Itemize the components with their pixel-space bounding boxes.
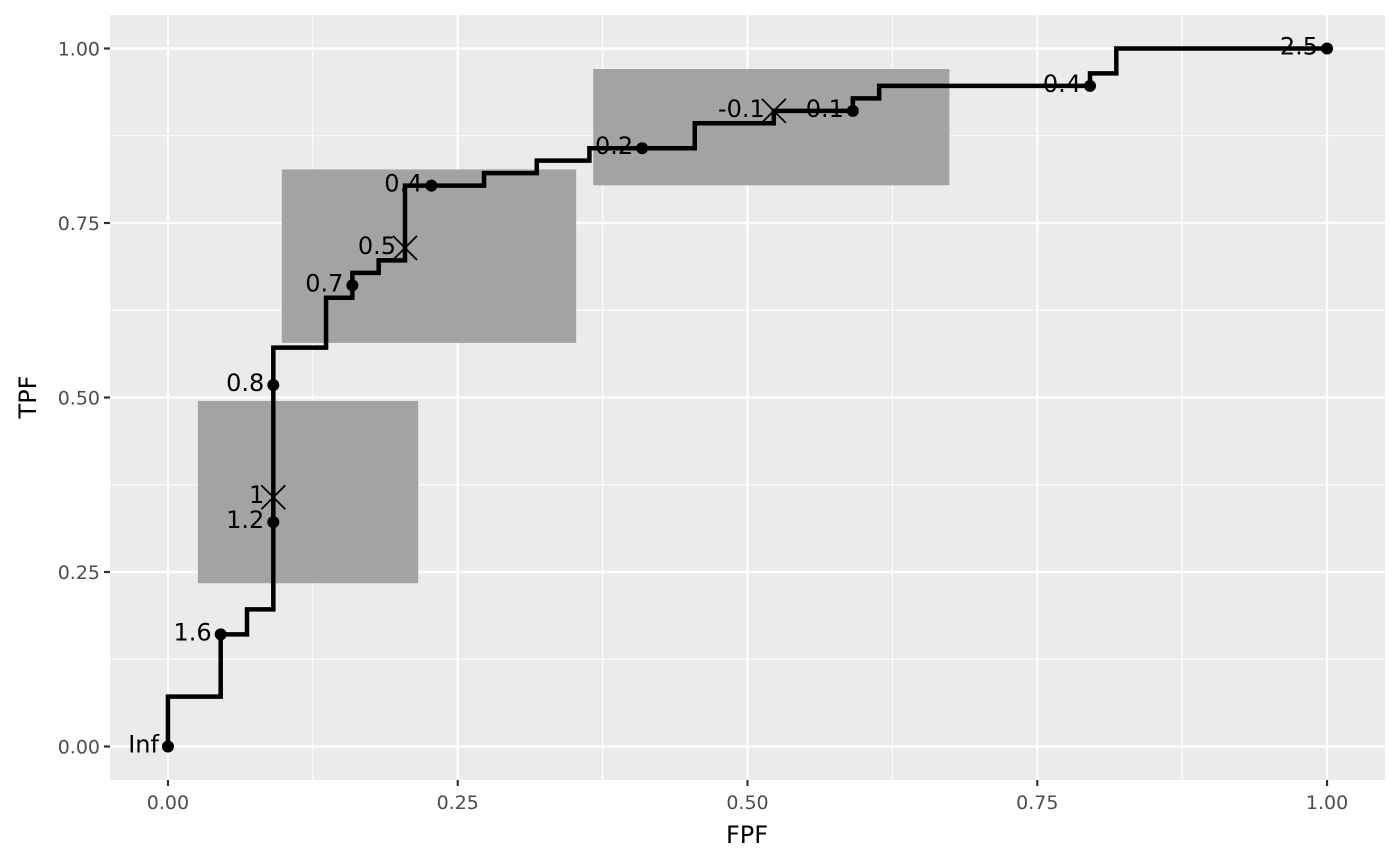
cross-stroke (260, 484, 286, 510)
y-tick-label: 0.50 (58, 388, 100, 410)
confidence-region (197, 400, 419, 584)
threshold-point (346, 279, 359, 292)
threshold-point (846, 104, 859, 117)
confidence-regions (197, 69, 950, 584)
threshold-label: -2.5 (1271, 33, 1318, 61)
confidence-region (281, 169, 577, 343)
y-tick-label: 1.00 (58, 39, 100, 61)
threshold-point (636, 142, 649, 155)
threshold-label: 0.8 (226, 369, 264, 397)
x-tick-label: 0.75 (1016, 792, 1058, 814)
y-axis: 0.00 0.25 0.50 0.75 1.00 (58, 39, 110, 758)
threshold-points (161, 42, 1334, 753)
y-tick-label: 0.00 (58, 736, 100, 758)
x-tick-label: 0.25 (437, 792, 479, 814)
threshold-label: 1.6 (174, 618, 212, 646)
y-tick-label: 0.25 (58, 562, 100, 584)
threshold-point (161, 740, 174, 753)
threshold-point (425, 179, 438, 192)
cross-label: 0.5 (358, 232, 396, 260)
threshold-labels: Inf 1.6 1.2 0.8 0.7 0.4 0.2 -0.1 -0.4 -2.5 1 0.5 -0.… (128, 33, 1318, 759)
confidence-region (593, 69, 950, 186)
cross-stroke (761, 98, 787, 124)
x-axis: 0.00 0.25 0.50 0.75 1.00 (147, 780, 1348, 814)
threshold-point (267, 516, 280, 529)
threshold-label: Inf (128, 730, 159, 758)
y-axis-title: TPF (14, 376, 42, 420)
roc-step-curve (165, 46, 1328, 747)
threshold-point (267, 379, 280, 392)
x-tick-label: 1.00 (1306, 792, 1348, 814)
threshold-label: 0.4 (384, 170, 422, 198)
cross-stroke (392, 235, 418, 261)
cross-marker (260, 484, 286, 510)
cross-marker (392, 235, 418, 261)
threshold-label: 1.2 (226, 506, 264, 534)
cross-label: -0.1 (718, 95, 765, 123)
threshold-label: 0.7 (305, 269, 343, 297)
threshold-point (1321, 42, 1334, 55)
cross-markers (260, 98, 787, 510)
x-axis-title: FPF (726, 821, 768, 849)
major-gridlines (110, 15, 1385, 780)
threshold-label: -0.4 (1034, 70, 1081, 98)
x-tick-label: 0.50 (726, 792, 768, 814)
cross-marker (761, 98, 787, 124)
y-tick-label: 0.75 (58, 213, 100, 235)
cross-label: 1 (249, 481, 264, 509)
x-tick-label: 0.00 (147, 792, 189, 814)
threshold-point (1084, 79, 1097, 92)
threshold-label: -0.1 (797, 95, 844, 123)
threshold-label: 0.2 (595, 132, 633, 160)
threshold-point (214, 628, 227, 641)
